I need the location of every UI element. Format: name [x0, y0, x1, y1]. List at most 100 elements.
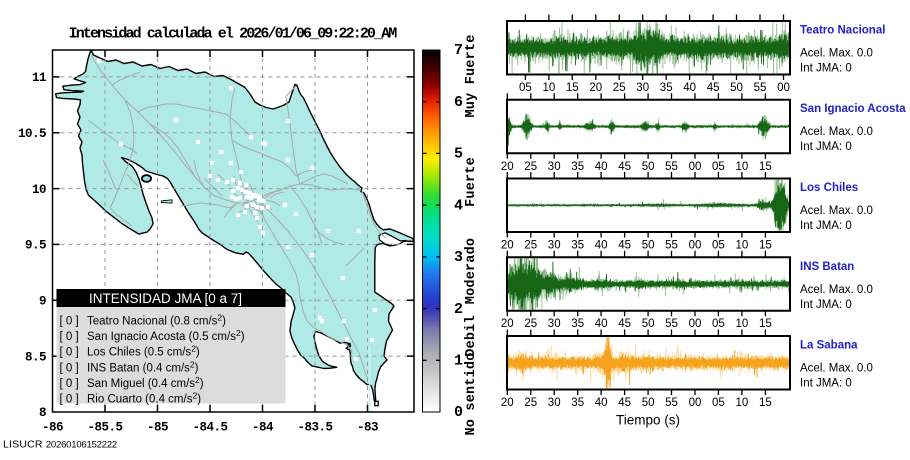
- svg-text:05: 05: [519, 82, 532, 94]
- svg-text:-84: -84: [252, 421, 274, 435]
- svg-text:00: 00: [689, 161, 702, 173]
- svg-text:05: 05: [712, 161, 725, 173]
- svg-text:10: 10: [736, 318, 749, 330]
- svg-text:30: 30: [548, 161, 561, 173]
- svg-text:-84.5: -84.5: [192, 421, 227, 435]
- svg-text:INS Batan: INS Batan: [800, 261, 854, 273]
- svg-text:55: 55: [665, 318, 678, 330]
- svg-text:Int JMA: 0: Int JMA: 0: [800, 63, 852, 75]
- svg-text:[ 0 ]: [ 0 ]: [60, 316, 79, 328]
- svg-text:40: 40: [683, 82, 696, 94]
- svg-text:00: 00: [777, 82, 790, 94]
- svg-text:15: 15: [566, 82, 579, 94]
- svg-text:55: 55: [665, 161, 678, 173]
- svg-text:00: 00: [689, 318, 702, 330]
- svg-text:10: 10: [736, 161, 749, 173]
- svg-text:20: 20: [501, 318, 514, 330]
- svg-text:Teatro Nacional: Teatro Nacional: [800, 25, 885, 37]
- svg-text:7: 7: [454, 42, 463, 59]
- svg-text:Intensidad calculada el 2026/0: Intensidad calculada el 2026/01/06_09:22…: [69, 26, 398, 43]
- svg-text:-86: -86: [42, 421, 63, 435]
- svg-text:Teatro Nacional (0.8 cm/s2): Teatro Nacional (0.8 cm/s2): [87, 313, 226, 328]
- svg-text:20: 20: [501, 397, 514, 409]
- svg-text:9.5: 9.5: [25, 239, 46, 253]
- svg-text:20: 20: [501, 161, 514, 173]
- svg-text:50: 50: [642, 318, 655, 330]
- svg-text:35: 35: [571, 397, 584, 409]
- svg-text:10: 10: [736, 397, 749, 409]
- svg-text:40: 40: [595, 397, 608, 409]
- svg-text:05: 05: [712, 318, 725, 330]
- svg-text:INS Batan (0.4 cm/s2): INS Batan (0.4 cm/s2): [87, 359, 199, 374]
- svg-text:5: 5: [454, 146, 463, 163]
- svg-text:50: 50: [730, 82, 743, 94]
- svg-text:Int JMA: 0: Int JMA: 0: [800, 220, 852, 232]
- svg-text:Acel. Max. 0.0: Acel. Max. 0.0: [800, 205, 873, 217]
- svg-text:1: 1: [454, 353, 463, 370]
- svg-text:-85: -85: [147, 421, 168, 435]
- svg-text:20: 20: [501, 240, 514, 252]
- svg-text:35: 35: [571, 161, 584, 173]
- svg-text:10: 10: [736, 240, 749, 252]
- svg-text:05: 05: [712, 397, 725, 409]
- svg-text:[ 0 ]: [ 0 ]: [60, 378, 79, 390]
- svg-text:Tiempo (s): Tiempo (s): [616, 413, 680, 428]
- svg-text:45: 45: [618, 397, 631, 409]
- svg-text:Debil: Debil: [464, 315, 479, 357]
- svg-text:50: 50: [642, 240, 655, 252]
- svg-text:25: 25: [524, 240, 537, 252]
- svg-text:[ 0 ]: [ 0 ]: [60, 362, 79, 374]
- svg-text:Acel. Max. 0.0: Acel. Max. 0.0: [800, 126, 873, 138]
- svg-text:10: 10: [543, 82, 556, 94]
- svg-text:[ 0 ]: [ 0 ]: [60, 347, 79, 359]
- svg-text:6: 6: [454, 94, 463, 111]
- svg-text:35: 35: [571, 318, 584, 330]
- svg-text:25: 25: [524, 397, 537, 409]
- svg-text:00: 00: [689, 240, 702, 252]
- svg-text:40: 40: [595, 240, 608, 252]
- svg-text:45: 45: [618, 161, 631, 173]
- svg-text:25: 25: [524, 161, 537, 173]
- svg-text:15: 15: [759, 161, 772, 173]
- svg-text:30: 30: [548, 318, 561, 330]
- svg-text:25: 25: [524, 318, 537, 330]
- svg-text:30: 30: [636, 82, 649, 94]
- svg-text:Int JMA: 0: Int JMA: 0: [800, 299, 852, 311]
- svg-text:San Miguel (0.4 cm/s2): San Miguel (0.4 cm/s2): [87, 375, 204, 390]
- svg-text:30: 30: [548, 397, 561, 409]
- svg-text:Fuerte: Fuerte: [464, 157, 479, 207]
- svg-text:2: 2: [454, 301, 463, 318]
- svg-text:55: 55: [665, 240, 678, 252]
- svg-text:40: 40: [595, 161, 608, 173]
- svg-text:55: 55: [665, 397, 678, 409]
- svg-text:4: 4: [454, 197, 463, 214]
- svg-text:Int JMA: 0: Int JMA: 0: [800, 378, 852, 390]
- svg-text:15: 15: [759, 397, 772, 409]
- svg-text:Los Chiles (0.5 cm/s2): Los Chiles (0.5 cm/s2): [87, 344, 200, 359]
- svg-text:35: 35: [660, 82, 673, 94]
- svg-text:45: 45: [618, 240, 631, 252]
- svg-text:-83: -83: [357, 421, 378, 435]
- svg-text:Muy Fuerte: Muy Fuerte: [464, 34, 479, 117]
- svg-text:40: 40: [595, 318, 608, 330]
- svg-text:Los Chiles: Los Chiles: [800, 182, 858, 194]
- svg-text:San Ignacio Acosta (0.5 cm/s2): San Ignacio Acosta (0.5 cm/s2): [87, 328, 245, 343]
- svg-text:[ 0 ]: [ 0 ]: [60, 331, 79, 343]
- svg-text:Int JMA: 0: Int JMA: 0: [800, 141, 852, 153]
- svg-text:3: 3: [454, 249, 463, 266]
- svg-text:50: 50: [642, 161, 655, 173]
- svg-text:15: 15: [759, 318, 772, 330]
- svg-text:20: 20: [589, 82, 602, 94]
- svg-text:55: 55: [754, 82, 767, 94]
- svg-text:50: 50: [642, 397, 655, 409]
- svg-text:10.5: 10.5: [18, 127, 46, 141]
- svg-text:[ 0 ]: [ 0 ]: [60, 394, 79, 406]
- svg-text:45: 45: [618, 318, 631, 330]
- svg-text:La Sabana: La Sabana: [800, 340, 858, 352]
- svg-text:45: 45: [707, 82, 720, 94]
- svg-text:-83.5: -83.5: [297, 421, 332, 435]
- svg-text:Acel. Max. 0.0: Acel. Max. 0.0: [800, 48, 873, 60]
- svg-text:11: 11: [32, 71, 46, 85]
- svg-text:Acel. Max. 0.0: Acel. Max. 0.0: [800, 284, 873, 296]
- svg-text:0: 0: [454, 404, 463, 421]
